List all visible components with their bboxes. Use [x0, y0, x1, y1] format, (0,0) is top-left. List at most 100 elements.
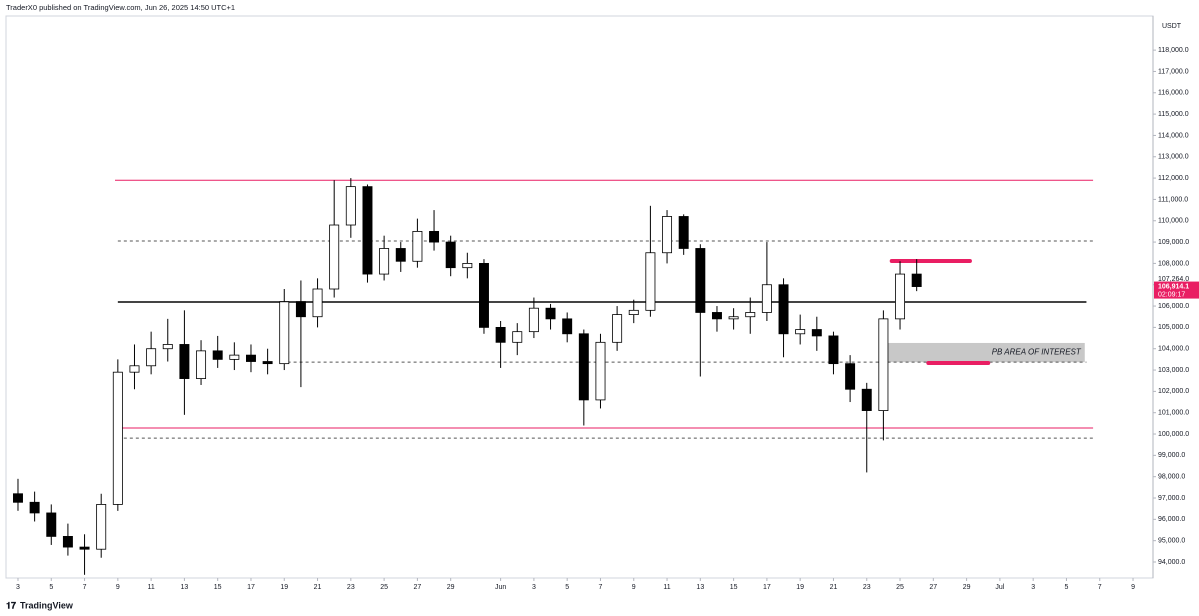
candle-body	[562, 318, 573, 335]
candle-body	[96, 504, 107, 550]
y-tick-label: 111,000.0	[1158, 196, 1188, 203]
candle-body	[162, 344, 173, 350]
candle-body	[279, 301, 290, 365]
x-tick-label: 15	[730, 584, 738, 591]
candle-body	[545, 307, 556, 320]
high-price-label: 107,264.0	[1158, 276, 1189, 283]
candle-body	[129, 365, 140, 373]
y-tick-label: 100,000.0	[1158, 431, 1189, 438]
candle-body	[212, 350, 223, 360]
y-tick-label: 112,000.0	[1158, 175, 1189, 182]
x-tick-label: 29	[447, 584, 455, 591]
x-tick-label: 27	[414, 584, 422, 591]
x-tick-label: Jun	[495, 584, 506, 591]
candle-body	[578, 333, 589, 401]
x-tick-label: 19	[280, 584, 288, 591]
y-tick-label: 106,000.0	[1158, 303, 1189, 310]
candle-body	[29, 501, 40, 514]
x-tick-label: 21	[314, 584, 322, 591]
candle-body	[112, 371, 123, 505]
x-tick-label: 7	[83, 584, 87, 591]
candle-body	[662, 216, 673, 254]
candle-body	[745, 312, 756, 318]
candle-body	[895, 273, 906, 320]
x-tick-label: 27	[929, 584, 937, 591]
candle-body	[62, 536, 73, 548]
candle-body	[645, 252, 656, 311]
y-tick-label: 109,000.0	[1158, 239, 1189, 246]
candle-body	[345, 186, 356, 226]
x-tick-label: 5	[565, 584, 569, 591]
x-tick-label: 17	[247, 584, 255, 591]
zone	[881, 342, 1085, 363]
candle-body	[478, 263, 489, 328]
candle-body	[196, 350, 207, 379]
x-tick-label: 5	[1065, 584, 1069, 591]
candle-body	[379, 248, 390, 275]
footer-logo: 𝟏𝟕	[6, 600, 16, 610]
y-tick-label: 113,000.0	[1158, 154, 1189, 161]
y-tick-label: 114,000.0	[1158, 132, 1189, 139]
footer	[0, 596, 1199, 616]
x-tick-label: 25	[380, 584, 388, 591]
x-tick-label: 11	[663, 584, 670, 591]
candle-body	[711, 312, 722, 320]
candle-body	[329, 224, 340, 290]
y-tick-label: 96,000.0	[1158, 516, 1185, 523]
x-tick-label: 7	[599, 584, 603, 591]
x-tick-label: 21	[830, 584, 838, 591]
candle-body	[179, 344, 190, 379]
y-tick-label: 94,000.0	[1158, 559, 1185, 566]
x-tick-label: 9	[1131, 584, 1135, 591]
candle-body	[828, 335, 839, 365]
candle-body	[445, 241, 456, 269]
candle-body	[362, 186, 373, 275]
x-tick-label: 7	[1098, 584, 1102, 591]
y-tick-label: 116,000.0	[1158, 90, 1189, 97]
countdown: 02:09:17	[1158, 291, 1185, 298]
x-tick-label: 5	[49, 584, 53, 591]
x-tick-label: 11	[147, 584, 154, 591]
x-tick-label: 3	[16, 584, 20, 591]
x-tick-label: 19	[796, 584, 804, 591]
candle-body	[79, 546, 90, 550]
candle-body	[761, 284, 772, 313]
candle-body	[861, 388, 872, 411]
x-tick-label: 15	[214, 584, 222, 591]
y-tick-label: 110,000.0	[1158, 218, 1189, 225]
candle-body	[878, 318, 889, 411]
candle-body	[246, 354, 256, 362]
y-tick-label: 118,000.0	[1158, 47, 1189, 54]
last-price-label: 106,914.1	[1158, 283, 1189, 290]
candle-body	[262, 361, 273, 365]
y-tick-label: 108,000.0	[1158, 260, 1189, 267]
y-tick-label: 102,000.0	[1158, 388, 1189, 395]
candle-body	[528, 307, 539, 333]
x-tick-label: 25	[896, 584, 904, 591]
candle-body	[778, 284, 789, 335]
x-tick-label: 3	[1031, 584, 1035, 591]
y-tick-label: 97,000.0	[1158, 495, 1185, 502]
x-tick-label: 23	[347, 584, 355, 591]
x-tick-label: 9	[116, 584, 120, 591]
candle-body	[429, 231, 440, 243]
x-tick-label: 17	[763, 584, 771, 591]
x-tick-label: 29	[963, 584, 971, 591]
x-tick-label: 9	[632, 584, 636, 591]
candle-body	[845, 363, 856, 390]
zone-label: PB AREA OF INTEREST	[992, 348, 1082, 357]
candle-body	[13, 493, 23, 503]
y-axis-label: USDT	[1162, 23, 1182, 30]
x-tick-label: 13	[696, 584, 704, 591]
plot: 94,000.0 95,000.0 96,000.0 97,000.0 98,000.0…	[13, 47, 1199, 591]
candle-body	[395, 248, 406, 262]
candle-body	[811, 329, 822, 337]
y-tick-label: 98,000.0	[1158, 474, 1185, 481]
candle-body	[229, 354, 240, 360]
y-tick-label: 103,000.0	[1158, 367, 1189, 374]
x-tick-label: 3	[532, 584, 536, 591]
y-tick-label: 104,000.0	[1158, 346, 1189, 353]
candle-body	[911, 273, 922, 287]
